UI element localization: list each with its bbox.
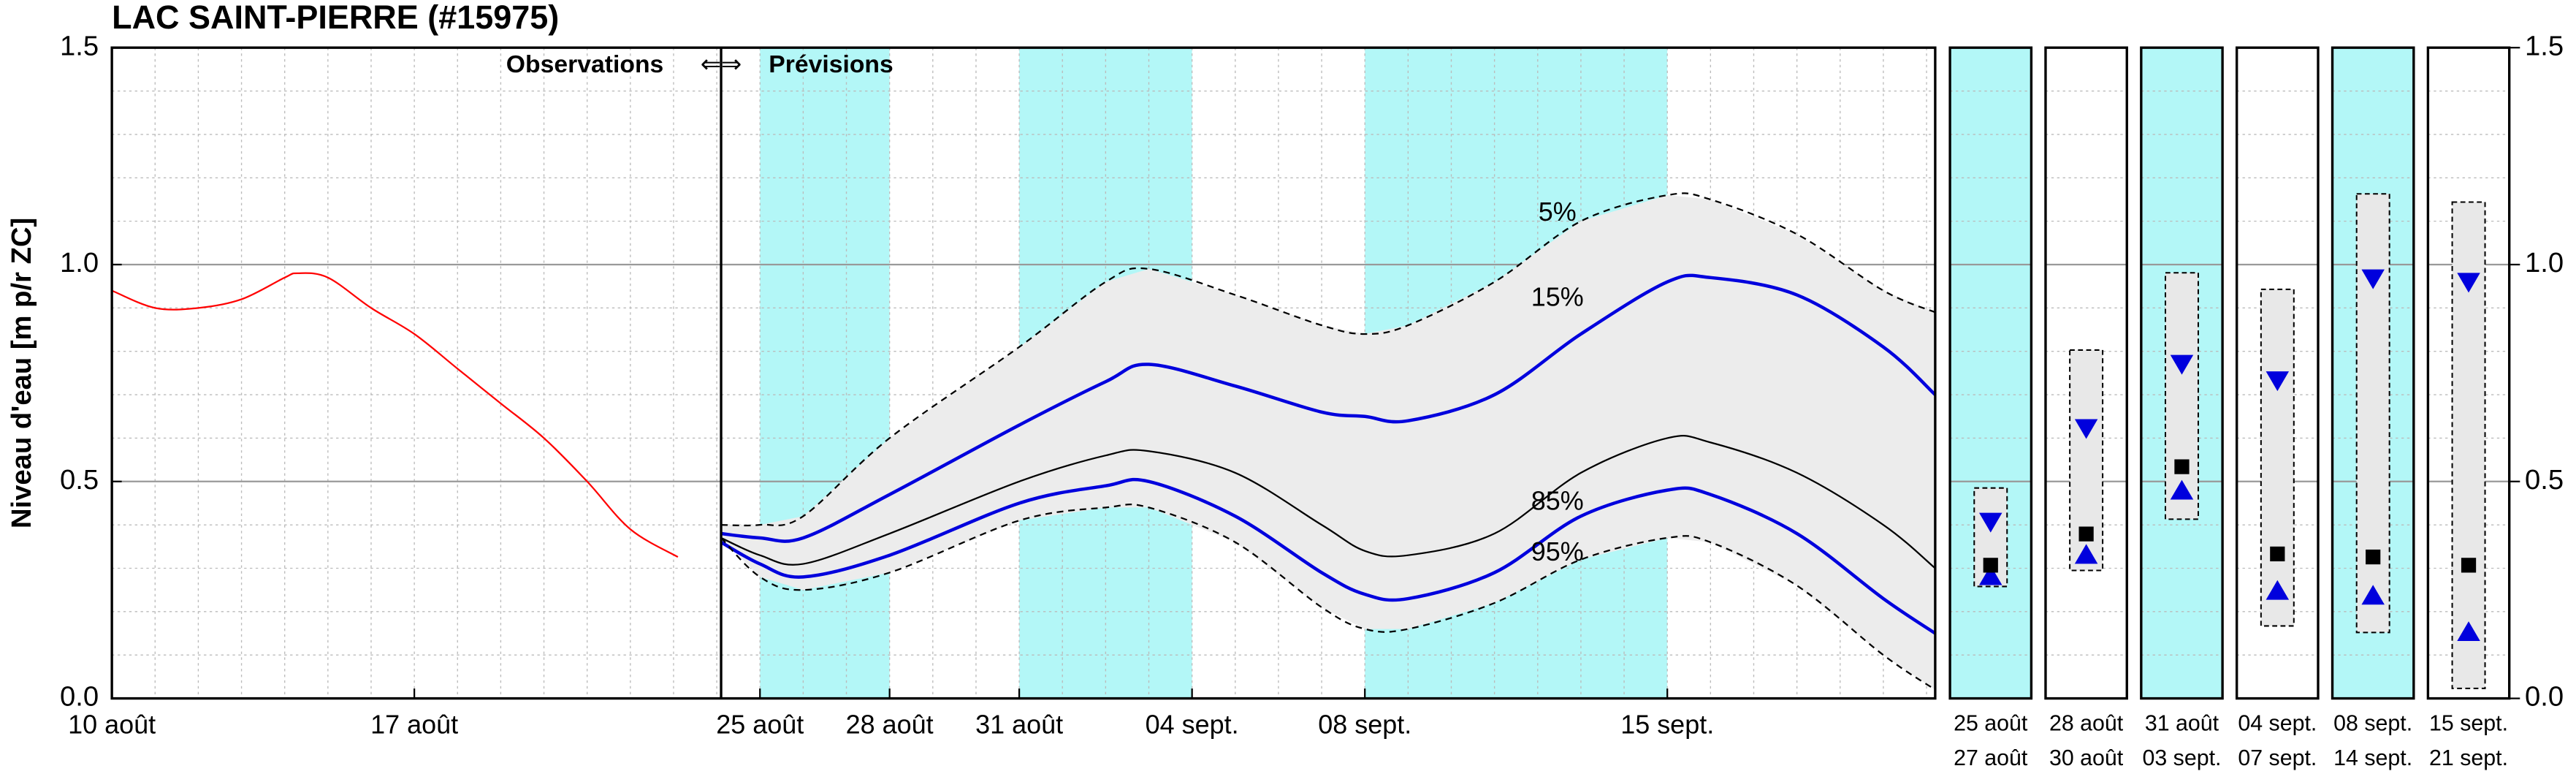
panel-frame [2331,46,2415,700]
confidence-band [721,195,1935,690]
panel-frame [1948,46,2033,700]
period-panel [1950,48,2032,699]
range-box [2355,193,2390,634]
x-tick-label: 28 août [846,709,934,739]
p85-marker [2170,479,2194,500]
y2-tick-label: 1.0 [2525,247,2564,278]
y2-tick-label: 0.5 [2525,464,2564,496]
p85-marker [2266,580,2290,600]
median-marker [2270,546,2285,562]
panel-frame [2044,46,2128,700]
panel-frame [2140,46,2224,700]
x-tick-label: 25 août [716,709,804,739]
series-line [720,477,1937,635]
x-tick-label: 17 août [370,709,458,739]
period-end: 07 sept. [2238,746,2317,770]
y-tick-label: 0.5 [60,464,99,496]
period-end: 30 août [2049,746,2124,770]
series-label: 85% [1531,486,1584,516]
series-label: 5% [1539,197,1577,227]
series-line [720,435,1936,569]
series-label: 15% [1531,282,1584,312]
series-line [720,504,1936,691]
p15-marker [2361,269,2385,289]
p15-marker [2074,419,2098,439]
period-end: 21 sept. [2429,746,2508,770]
y-tick-label: 1.0 [60,247,99,278]
p85-marker [2074,544,2098,564]
period-start: 08 sept. [2333,712,2412,736]
p85-marker [2457,621,2480,642]
x-tick-label: 08 sept. [1318,709,1411,739]
period-start: 31 août [2145,712,2219,736]
panel-frame [2235,46,2320,700]
observations-label: Observations [506,50,664,78]
forecast-label: Prévisions [769,50,893,78]
panel-frame [2426,46,2511,700]
period-start: 25 août [1954,712,2028,736]
period-end: 14 sept. [2333,746,2412,770]
series-label: 95% [1531,536,1584,566]
chart-title: LAC SAINT-PIERRE (#15975) [112,0,559,36]
shaded-period [760,48,890,699]
period-start: 04 sept. [2238,712,2317,736]
median-marker [2174,459,2190,474]
median-marker [1983,558,1998,573]
y2-tick-label: 1.5 [2525,30,2564,61]
median-marker [2078,526,2094,542]
x-tick-label: 04 sept. [1146,709,1239,739]
p15-marker [2457,273,2480,293]
x-tick-label: 10 août [68,709,156,739]
range-box [1973,487,2008,588]
p85-marker [2361,585,2385,605]
y-axis-label: Niveau d'eau [m p/r ZC] [6,218,37,528]
range-box [2260,288,2295,627]
p85-marker [1979,565,2003,585]
period-end: 03 sept. [2142,746,2221,770]
x-tick-label: 31 août [975,709,1063,739]
p15-marker [2170,354,2194,375]
y-tick-label: 0.0 [60,681,99,713]
arrows: ⇐⇒ [701,50,742,78]
y-tick-label: 1.5 [60,30,99,61]
median-marker [2366,549,2381,565]
series-line [111,272,679,558]
range-box [2164,272,2199,520]
p15-marker [2266,371,2290,392]
period-start: 28 août [2049,712,2124,736]
series-line [720,273,1937,543]
median-marker [2461,558,2477,573]
y2-tick-label: 0.0 [2525,681,2564,713]
period-end: 27 août [1954,746,2028,770]
period-start: 15 sept. [2429,712,2508,736]
plot-frame [110,46,1937,700]
series-line [721,192,1936,527]
x-tick-label: 15 sept. [1620,709,1714,739]
p15-marker [1979,512,2003,533]
